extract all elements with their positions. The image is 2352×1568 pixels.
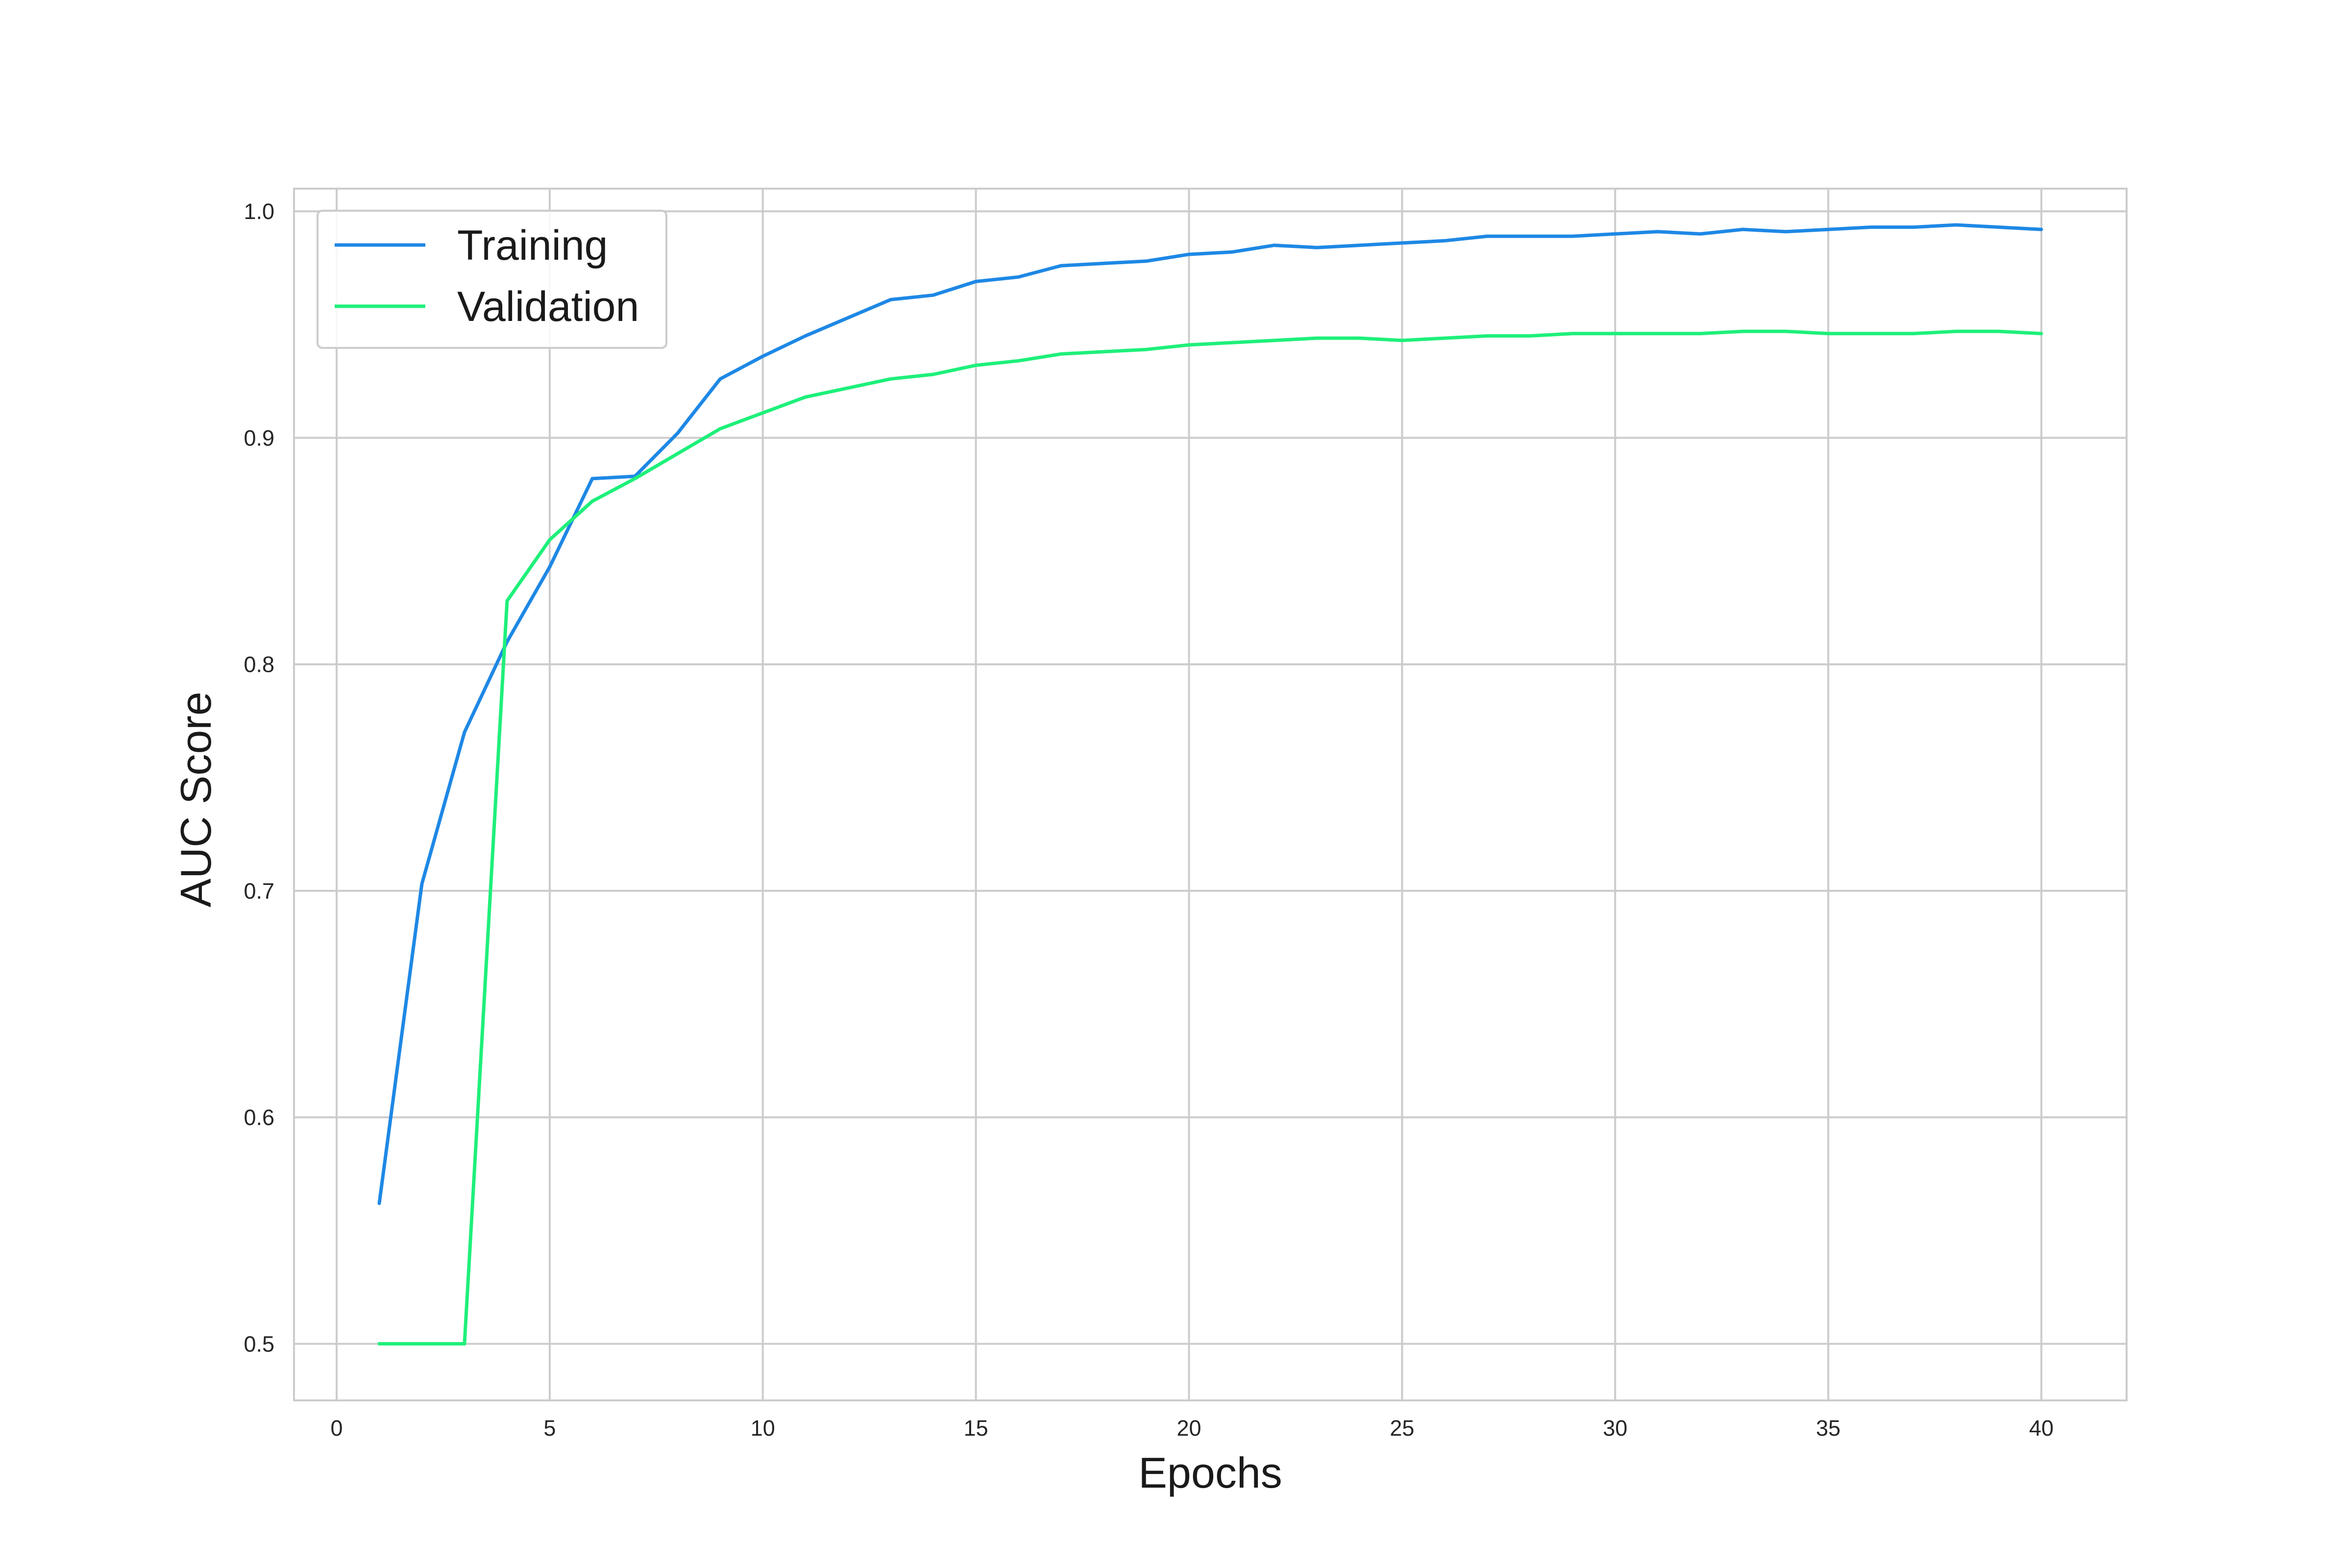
- y-tick-label: 0.8: [244, 652, 274, 677]
- x-tick-label: 15: [964, 1416, 988, 1441]
- y-tick-label: 0.9: [244, 425, 274, 450]
- x-tick-label: 5: [543, 1416, 556, 1441]
- y-tick-label: 1.0: [244, 199, 274, 224]
- x-axis-title: Epochs: [1138, 1448, 1282, 1497]
- y-tick-label: 0.7: [244, 879, 274, 904]
- series-lines: [377, 223, 2043, 1346]
- y-tick-label: 0.5: [244, 1331, 274, 1356]
- legend: Training Validation: [317, 210, 667, 349]
- x-tick-label: 0: [330, 1416, 343, 1441]
- x-tick-label: 10: [751, 1416, 775, 1441]
- legend-label: Training: [457, 222, 608, 269]
- legend-label: Validation: [457, 283, 639, 330]
- x-tick-label: 25: [1390, 1416, 1414, 1441]
- grid: [294, 189, 2127, 1400]
- plot-frame: [293, 188, 2128, 1401]
- tick-labels: 0 5 10 15 20 25 30 35 40 0.5 0.6 0.7 0.8 0.9 1.0: [244, 199, 2054, 1441]
- y-axis-title: AUC Score: [172, 691, 220, 907]
- y-tick-label: 0.6: [244, 1105, 274, 1130]
- x-tick-label: 40: [2029, 1416, 2054, 1441]
- x-tick-label: 35: [1816, 1416, 1840, 1441]
- x-tick-label: 30: [1603, 1416, 1627, 1441]
- x-tick-label: 20: [1176, 1416, 1201, 1441]
- series-line-validation: [377, 329, 2043, 1346]
- series-line-training: [377, 223, 2043, 1205]
